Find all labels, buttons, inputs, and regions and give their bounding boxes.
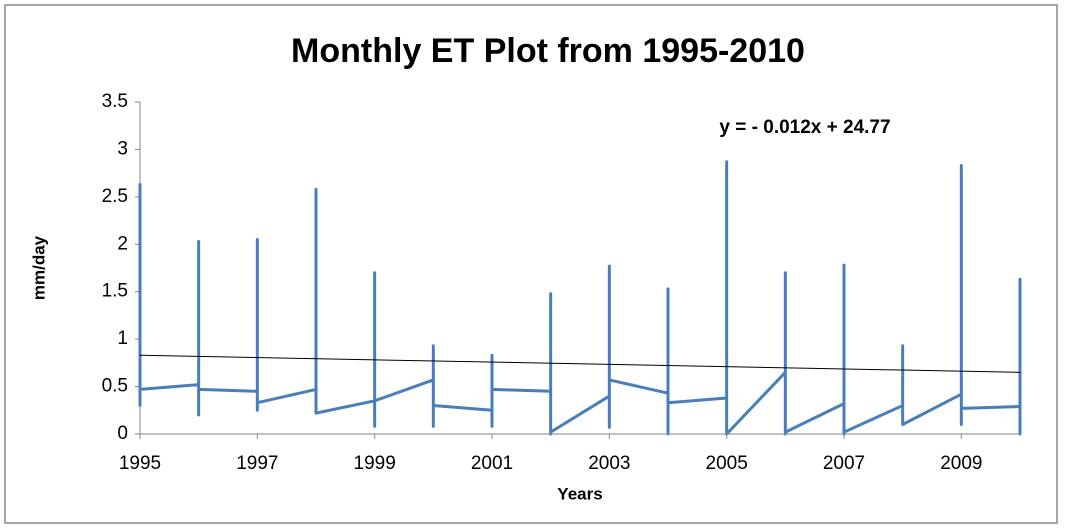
y-tick-label: 0.5: [102, 376, 128, 397]
x-tick-label: 1997: [236, 453, 278, 474]
y-tick-label: 2.5: [102, 186, 128, 207]
y-tick-label: 3: [117, 138, 128, 159]
x-tick-label: 1999: [354, 453, 396, 474]
y-axis-label: mm/day: [29, 235, 48, 300]
x-tick-label: 2009: [940, 453, 982, 474]
y-tick-label: 3.5: [102, 91, 128, 112]
chart-title: Monthly ET Plot from 1995-2010: [291, 32, 805, 70]
x-tick-label: 1995: [119, 453, 161, 474]
x-axis-label: Years: [557, 484, 602, 503]
x-tick-label: 2001: [471, 453, 513, 474]
y-tick-label: 0: [117, 423, 128, 444]
y-tick-label: 1.5: [102, 281, 128, 302]
x-tick-label: 2003: [588, 453, 630, 474]
data-line: [139, 354, 1021, 373]
x-tick-label: 2005: [706, 453, 748, 474]
y-tick-label: 1: [117, 328, 128, 349]
chart-border: [4, 4, 1058, 524]
y-tick-label: 2: [117, 233, 128, 254]
x-tick-label: 2007: [823, 453, 865, 474]
data-line: [138, 160, 1022, 436]
trendline-equation: y = - 0.012x + 24.77: [719, 117, 890, 138]
